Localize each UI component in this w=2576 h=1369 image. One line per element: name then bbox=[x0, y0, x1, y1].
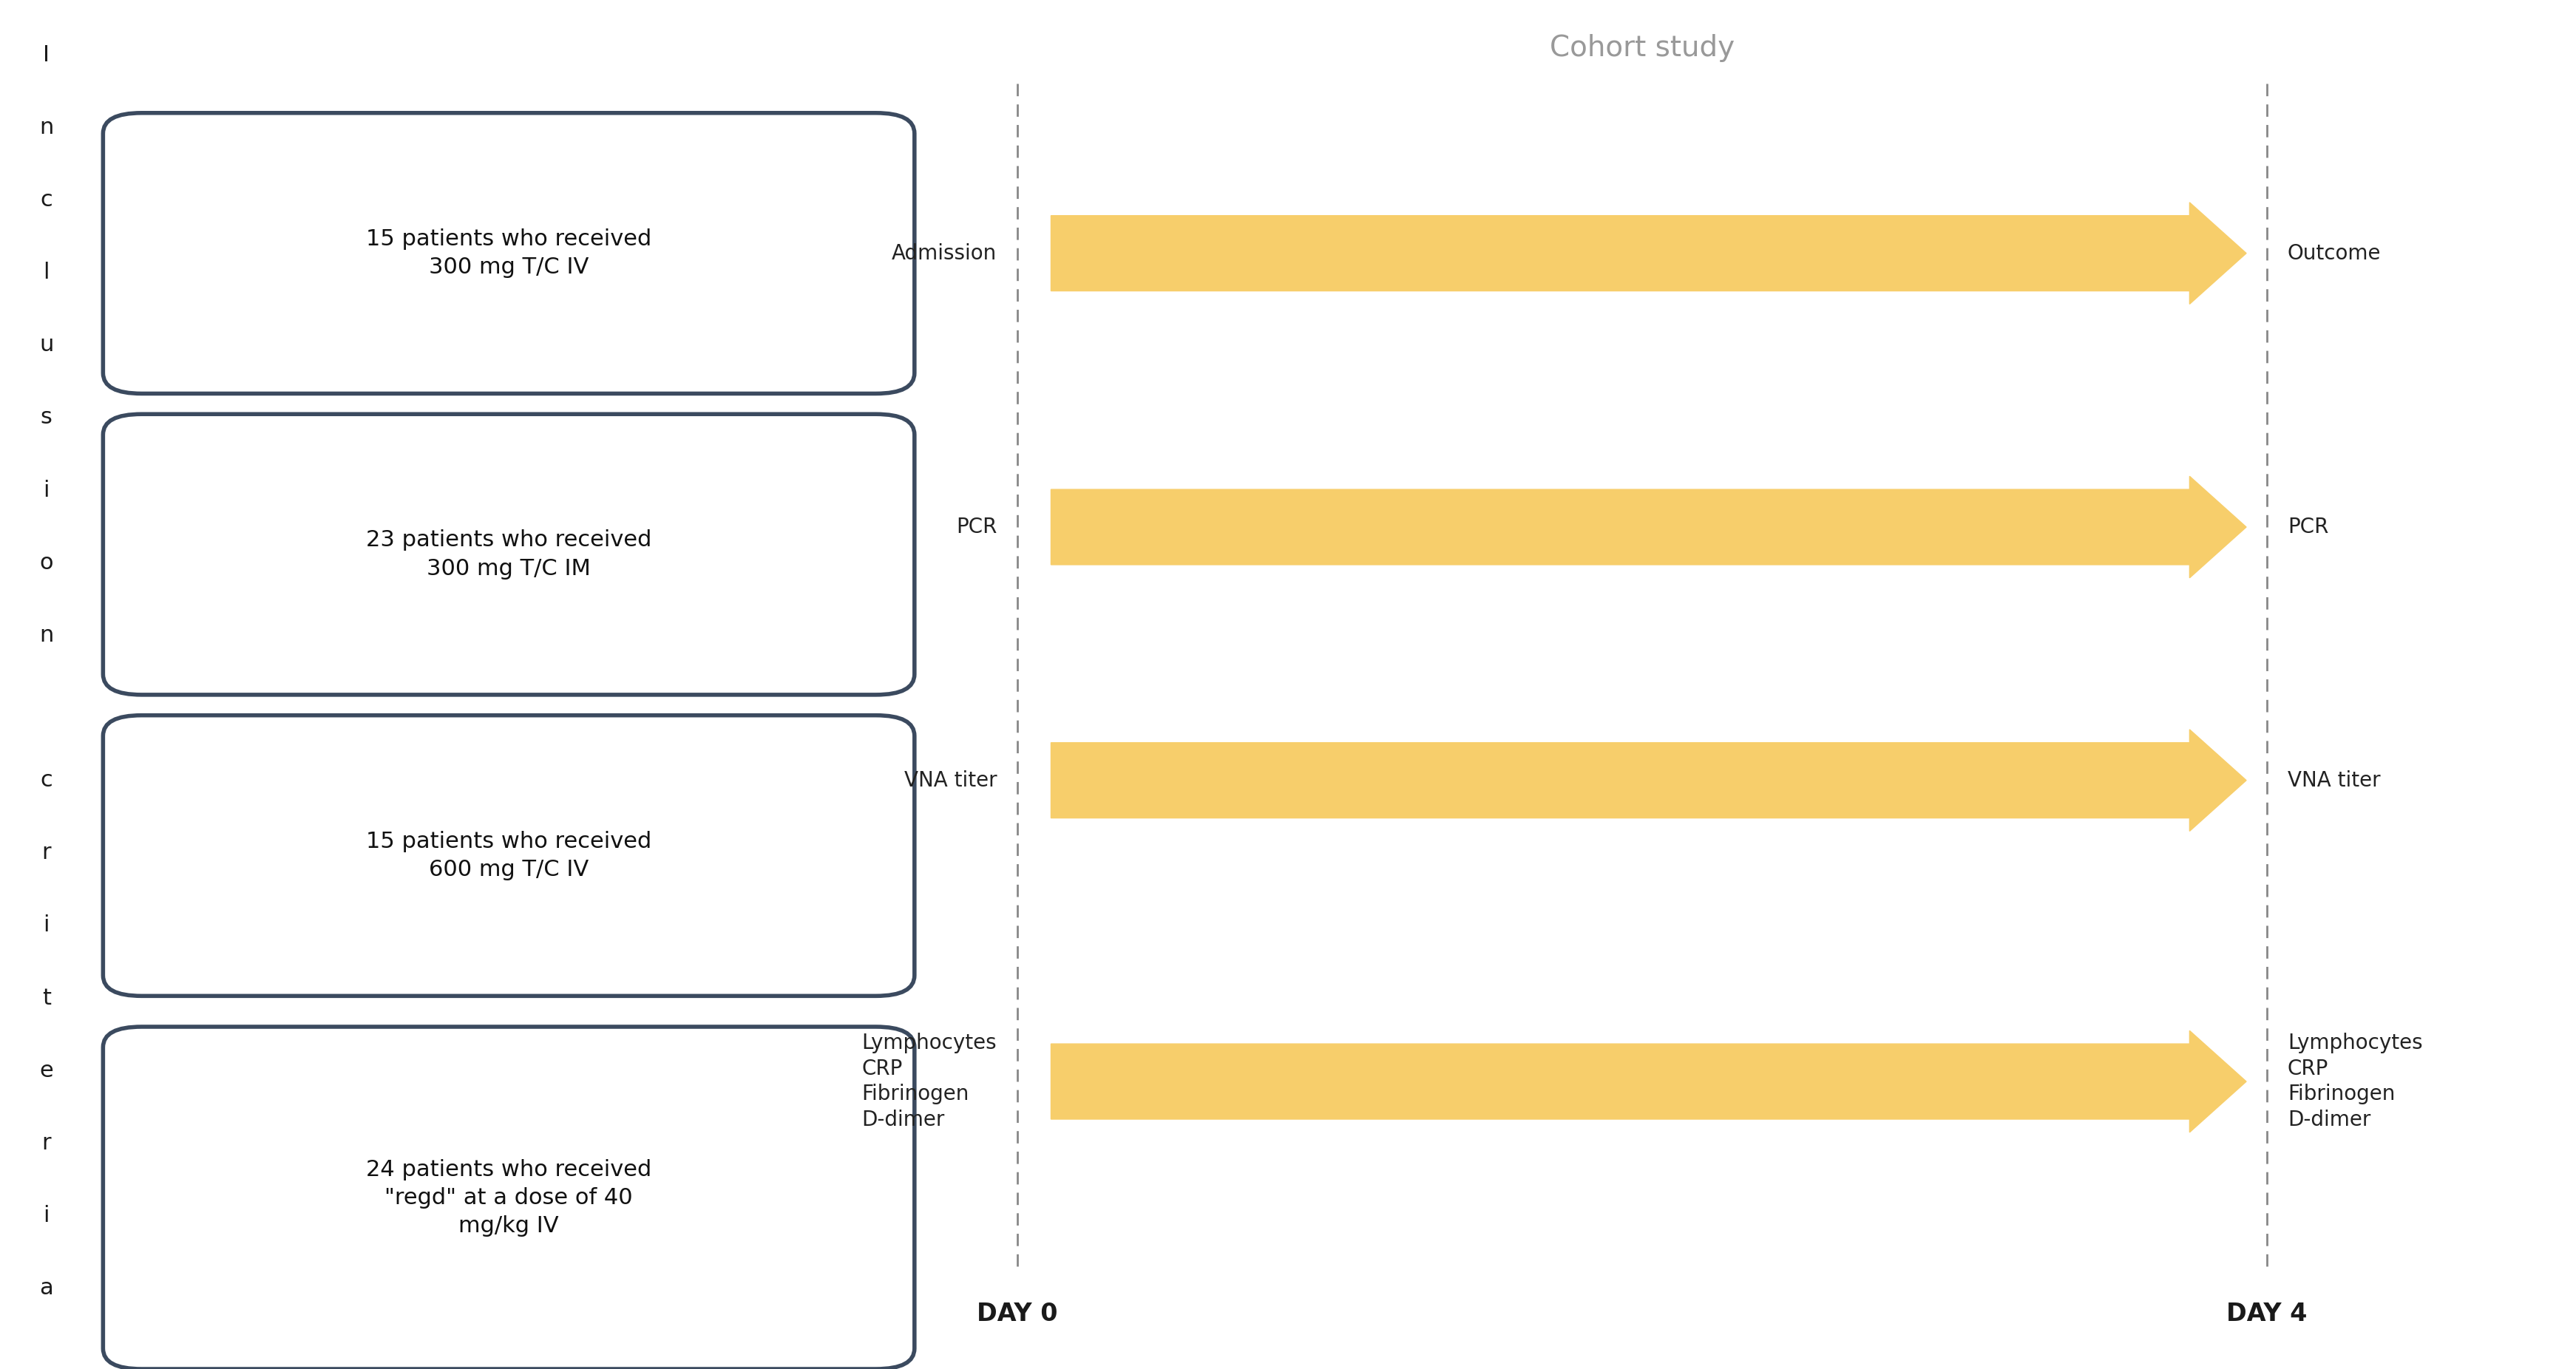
Text: i: i bbox=[44, 1205, 49, 1227]
Text: t: t bbox=[41, 987, 52, 1009]
Text: r: r bbox=[41, 1132, 52, 1154]
Text: I: I bbox=[44, 44, 49, 66]
Text: i: i bbox=[44, 914, 49, 936]
Text: e: e bbox=[39, 1060, 54, 1082]
Text: c: c bbox=[41, 769, 52, 791]
FancyBboxPatch shape bbox=[103, 716, 914, 997]
Text: u: u bbox=[39, 334, 54, 356]
Text: Cohort study: Cohort study bbox=[1551, 34, 1734, 62]
Text: s: s bbox=[41, 407, 52, 428]
Text: 15 patients who received
600 mg T/C IV: 15 patients who received 600 mg T/C IV bbox=[366, 831, 652, 880]
FancyArrow shape bbox=[1051, 730, 2246, 831]
Text: r: r bbox=[41, 842, 52, 864]
Text: VNA titer: VNA titer bbox=[904, 769, 997, 791]
FancyArrow shape bbox=[1051, 476, 2246, 578]
Text: Lymphocytes
CRP
Fibrinogen
D-dimer: Lymphocytes CRP Fibrinogen D-dimer bbox=[863, 1032, 997, 1131]
FancyBboxPatch shape bbox=[103, 1027, 914, 1369]
Text: DAY 4: DAY 4 bbox=[2226, 1302, 2308, 1327]
FancyArrow shape bbox=[1051, 203, 2246, 304]
Text: i: i bbox=[44, 479, 49, 501]
Text: n: n bbox=[39, 624, 54, 646]
FancyArrow shape bbox=[1051, 1031, 2246, 1132]
FancyBboxPatch shape bbox=[103, 114, 914, 394]
Text: c: c bbox=[41, 189, 52, 211]
Text: PCR: PCR bbox=[2287, 516, 2329, 538]
Text: VNA titer: VNA titer bbox=[2287, 769, 2380, 791]
Text: l: l bbox=[44, 261, 49, 283]
Text: Admission: Admission bbox=[891, 242, 997, 264]
Text: 15 patients who received
300 mg T/C IV: 15 patients who received 300 mg T/C IV bbox=[366, 229, 652, 278]
Text: 24 patients who received
"regd" at a dose of 40
mg/kg IV: 24 patients who received "regd" at a dos… bbox=[366, 1160, 652, 1236]
Text: 23 patients who received
300 mg T/C IM: 23 patients who received 300 mg T/C IM bbox=[366, 530, 652, 579]
Text: Lymphocytes
CRP
Fibrinogen
D-dimer: Lymphocytes CRP Fibrinogen D-dimer bbox=[2287, 1032, 2421, 1131]
FancyBboxPatch shape bbox=[103, 415, 914, 695]
Text: Outcome: Outcome bbox=[2287, 242, 2380, 264]
Text: PCR: PCR bbox=[956, 516, 997, 538]
Text: o: o bbox=[39, 552, 54, 574]
Text: DAY 0: DAY 0 bbox=[976, 1302, 1059, 1327]
Text: a: a bbox=[39, 1277, 54, 1299]
Text: n: n bbox=[39, 116, 54, 138]
